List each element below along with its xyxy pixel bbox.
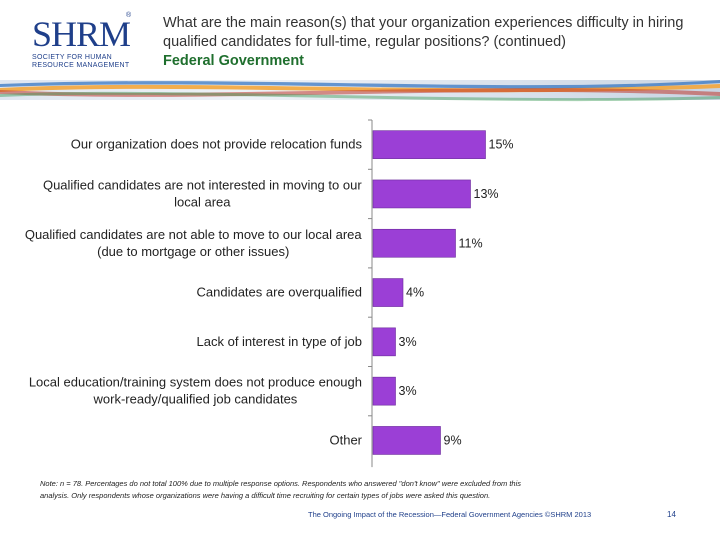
category-label-2-line-1: (due to mortgage or other issues) (97, 244, 289, 259)
category-label-5-line-0: Local education/training system does not… (29, 375, 362, 390)
value-label-5: 3% (399, 384, 417, 398)
bar-1 (372, 179, 471, 209)
category-label-1-line-0: Qualified candidates are not interested … (43, 177, 362, 192)
category-label-2-line-0: Qualified candidates are not able to mov… (25, 227, 363, 242)
category-label-6-line-0: Other (329, 432, 362, 447)
bar-5 (372, 376, 396, 406)
header-banner (0, 80, 720, 102)
slide-header: What are the main reason(s) that your or… (163, 14, 713, 71)
category-label-4-line-0: Lack of interest in type of job (197, 334, 362, 349)
bar-chart: 15% Our organization does not provide rel… (25, 119, 514, 468)
bar-0 (372, 130, 486, 159)
bar-4 (372, 327, 396, 357)
question-text: What are the main reason(s) that your or… (163, 15, 684, 50)
logo-tagline-line2: Resource Management (32, 62, 130, 69)
note-line-1: Note: n = 78. Percentages do not total 1… (40, 479, 522, 488)
value-label-3: 4% (406, 286, 424, 300)
logo-tagline: Society for Human Resource Management (32, 54, 132, 70)
value-label-4: 3% (399, 335, 417, 349)
bar-3 (372, 278, 404, 307)
value-label-1: 13% (474, 187, 499, 201)
footer-text: The Ongoing Impact of the Recession—Fede… (308, 510, 592, 519)
registered-mark: ® (126, 12, 132, 19)
bar-6 (372, 426, 441, 455)
value-label-2: 11% (459, 236, 483, 250)
category-label-5-line-1: work-ready/qualified job candidates (93, 392, 298, 407)
value-label-6: 9% (444, 433, 462, 447)
note-line-2: analysis. Only respondents whose organiz… (40, 491, 491, 500)
bar-2 (372, 228, 456, 258)
value-label-0: 15% (489, 138, 514, 152)
shrm-logo-mark: SHRM (30, 12, 130, 52)
shrm-logo: SHRM ® Society for Human Resource Manage… (30, 12, 134, 76)
logo-tagline-line1: Society for Human (32, 54, 113, 61)
category-label-3-line-0: Candidates are overqualified (197, 285, 363, 300)
chart-note: Note: n = 78. Percentages do not total 1… (40, 478, 680, 502)
category-label-0-line-0: Our organization does not provide reloca… (71, 137, 363, 152)
category-label-1-line-1: local area (174, 194, 231, 209)
svg-text:SHRM: SHRM (32, 14, 130, 52)
page-number: 14 (667, 510, 676, 519)
slide-subtitle: Federal Government (163, 53, 305, 69)
